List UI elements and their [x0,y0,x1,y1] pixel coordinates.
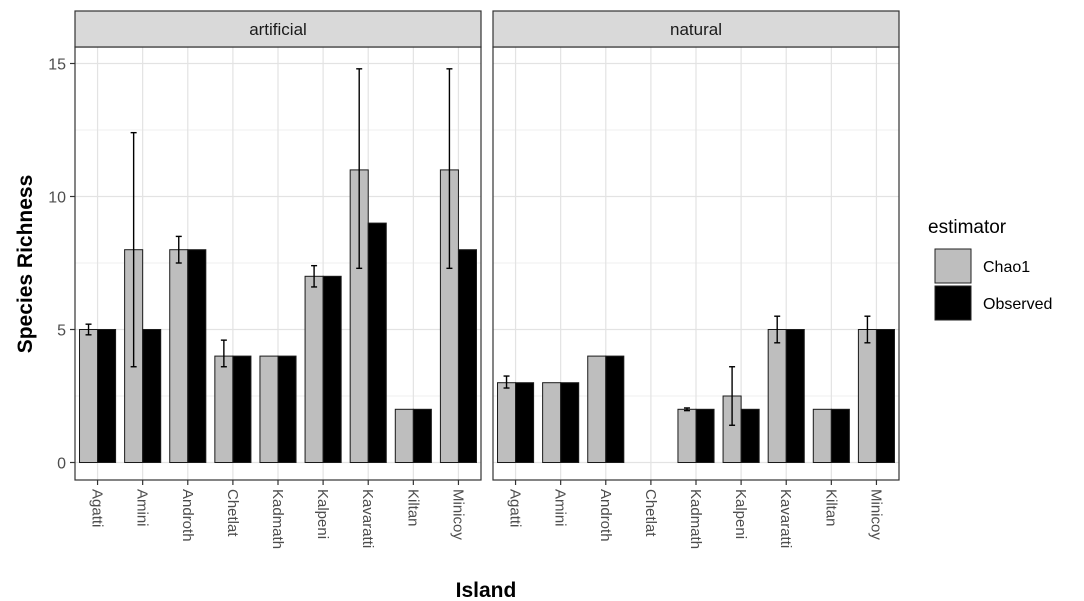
y-axis-title: Species Richness [14,175,37,354]
x-tick-label: Kavaratti [777,489,794,548]
bar-natural-kavaratti-chao1 [767,329,787,463]
bar-natural-androth-chao1 [587,355,607,464]
x-tick-label: Chetlat [642,489,659,537]
bar-artificial-agatti-chao1 [79,329,99,463]
x-tick-label: Agatti [89,489,106,527]
legend-swatch-observed [934,285,972,321]
x-tick-label: Kavaratti [359,489,376,548]
bar-artificial-androth-observed [187,249,207,463]
bar-natural-amini-chao1 [542,382,562,464]
y-tick-label: 10 [48,190,66,207]
x-tick-label: Kiltan [822,489,839,527]
bar-natural-androth-observed [605,355,625,464]
bar-artificial-kiltan-chao1 [394,408,414,463]
x-tick-label: Minicoy [449,489,466,540]
x-tick-label: Chetlat [224,489,241,537]
bar-artificial-agatti-observed [97,329,117,463]
bar-artificial-androth-chao1 [169,249,189,463]
x-tick-label: Kalpeni [314,489,331,539]
bar-natural-kadmath-chao1 [677,408,697,463]
x-tick-label: Amini [134,489,151,527]
bar-natural-kadmath-observed [695,408,715,463]
bar-artificial-kavaratti-observed [367,222,387,463]
y-tick-label: 0 [57,456,66,473]
y-tick-label: 15 [48,57,66,74]
x-tick-label: Androth [179,489,196,542]
x-tick-label: Androth [597,489,614,542]
bar-artificial-kadmath-chao1 [259,355,279,464]
x-tick-label: Agatti [507,489,524,527]
x-tick-label: Kiltan [404,489,421,527]
legend-title: estimator [928,217,1007,238]
bar-natural-minicoy-observed [875,329,895,463]
x-tick-label: Amini [552,489,569,527]
bar-artificial-minicoy-observed [457,249,477,463]
bars [79,169,895,464]
bar-artificial-chetlat-observed [232,355,252,464]
bar-natural-kiltan-chao1 [812,408,832,463]
strip-natural [492,10,900,48]
x-axis-title: Island [456,579,517,601]
strip-artificial [74,10,482,48]
bar-artificial-kalpeni-observed [322,275,342,463]
x-axis: Agatti Amini Androth Chetlat Kadmath Kalpeni K… [89,480,884,549]
bar-natural-kalpeni-observed [740,408,760,463]
bar-natural-kiltan-observed [830,408,850,463]
bar-artificial-amini-observed [142,329,162,463]
legend-swatch-chao1 [934,248,972,284]
bar-artificial-kiltan-observed [412,408,432,463]
y-tick-label: 5 [57,323,66,340]
legend-label-chao1: Chao1 [983,259,1030,276]
bar-natural-minicoy-chao1 [857,329,877,463]
bar-natural-amini-observed [560,382,580,464]
bar-artificial-kalpeni-chao1 [304,275,324,463]
x-tick-label: Kadmath [687,489,704,549]
legend-label-observed: Observed [983,296,1052,313]
error-bars [85,68,871,426]
bar-natural-kavaratti-observed [785,329,805,463]
bar-natural-agatti-chao1 [497,382,517,464]
bar-natural-agatti-observed [515,382,535,464]
x-tick-label: Minicoy [867,489,884,540]
bar-artificial-chetlat-chao1 [214,355,234,464]
y-axis: 0 5 10 15 [48,57,75,473]
strip-natural-label: natural [670,20,722,39]
x-tick-label: Kalpeni [732,489,749,539]
bar-artificial-kadmath-observed [277,355,297,464]
strip-artificial-label: artificial [249,20,307,39]
x-tick-label: Kadmath [269,489,286,549]
